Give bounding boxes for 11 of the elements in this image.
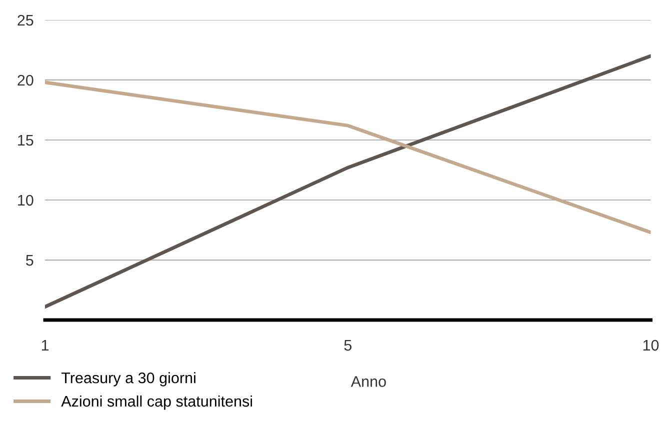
y-tick-label: 10 [18, 194, 34, 206]
x-axis-title: Anno [350, 376, 386, 387]
y-tick-label: 25 [18, 14, 34, 26]
legend-label: Treasury a 30 giorni [61, 372, 196, 386]
y-tick-label: 5 [26, 255, 34, 266]
x-tick-label: 10 [643, 340, 659, 351]
y-tick-label: 20 [18, 74, 34, 86]
x-tick-label: 1 [42, 340, 49, 351]
x-tick-label: 5 [344, 340, 352, 351]
legend-label: Azioni small cap statunitensi [61, 395, 252, 410]
y-tick-label: 15 [18, 135, 34, 146]
